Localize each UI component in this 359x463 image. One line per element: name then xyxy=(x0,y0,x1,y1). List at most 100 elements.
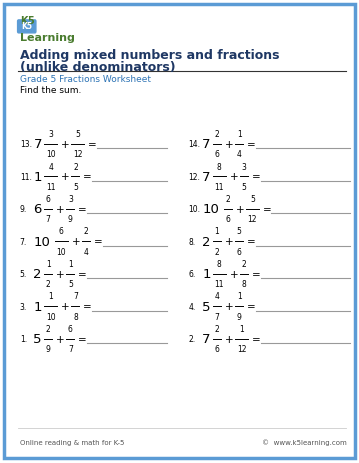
Text: Online reading & math for K-5: Online reading & math for K-5 xyxy=(20,439,124,445)
Text: =: = xyxy=(252,269,260,279)
Text: 10: 10 xyxy=(46,312,55,321)
Text: 2.: 2. xyxy=(188,334,196,344)
Text: 7: 7 xyxy=(202,332,211,345)
Text: 2: 2 xyxy=(214,247,219,257)
Text: 2: 2 xyxy=(46,324,51,333)
Text: 6: 6 xyxy=(33,203,42,216)
Text: 5.: 5. xyxy=(20,269,27,279)
Text: 9: 9 xyxy=(237,312,242,321)
Text: 7: 7 xyxy=(202,138,211,151)
Text: =: = xyxy=(247,237,255,247)
Text: Learning: Learning xyxy=(20,33,75,44)
Text: 2: 2 xyxy=(202,235,211,248)
Text: 7: 7 xyxy=(33,138,42,151)
Text: +: + xyxy=(61,301,70,312)
Text: 7: 7 xyxy=(68,344,73,354)
Text: 8: 8 xyxy=(242,280,247,289)
Text: +: + xyxy=(230,269,239,279)
Text: =: = xyxy=(247,301,255,312)
Text: +: + xyxy=(225,139,234,150)
Text: 4: 4 xyxy=(214,292,219,301)
Text: 5: 5 xyxy=(242,182,247,192)
Text: 10: 10 xyxy=(33,235,50,248)
Text: 4.: 4. xyxy=(188,302,196,311)
Text: +: + xyxy=(225,237,234,247)
Text: 1: 1 xyxy=(48,292,53,301)
Text: 6: 6 xyxy=(225,215,230,224)
Text: 6.: 6. xyxy=(188,269,196,279)
Text: K: K xyxy=(20,15,27,25)
Text: (unlike denominators): (unlike denominators) xyxy=(20,61,175,74)
Text: =: = xyxy=(78,204,87,214)
Text: +: + xyxy=(225,334,234,344)
Text: 3: 3 xyxy=(48,130,53,139)
Text: 2: 2 xyxy=(73,162,78,171)
Text: 9: 9 xyxy=(68,215,73,224)
FancyBboxPatch shape xyxy=(18,21,36,34)
Text: =: = xyxy=(83,172,92,182)
Text: 2: 2 xyxy=(225,194,230,204)
Text: 5: 5 xyxy=(68,280,73,289)
Text: 6: 6 xyxy=(68,324,73,333)
Text: 9.: 9. xyxy=(20,205,27,214)
Text: 1: 1 xyxy=(202,268,211,281)
Text: 10.: 10. xyxy=(188,205,200,214)
Text: =: = xyxy=(247,139,255,150)
Text: 4: 4 xyxy=(237,150,242,159)
Text: =: = xyxy=(78,269,87,279)
Text: 3.: 3. xyxy=(20,302,27,311)
Text: =: = xyxy=(262,204,271,214)
Text: 7: 7 xyxy=(214,312,219,321)
Text: 12: 12 xyxy=(237,344,246,354)
Text: 9: 9 xyxy=(46,344,51,354)
Text: 8: 8 xyxy=(73,312,78,321)
Text: 5: 5 xyxy=(27,15,34,25)
Text: 11.: 11. xyxy=(20,172,32,181)
Text: 2: 2 xyxy=(214,130,219,139)
Text: =: = xyxy=(88,139,97,150)
Text: 1: 1 xyxy=(33,300,42,313)
Text: +: + xyxy=(230,172,239,182)
Text: ©  www.k5learning.com: © www.k5learning.com xyxy=(262,439,346,445)
Text: 7: 7 xyxy=(202,170,211,183)
Text: Grade 5 Fractions Worksheet: Grade 5 Fractions Worksheet xyxy=(20,75,151,84)
Text: +: + xyxy=(225,301,234,312)
Text: 6: 6 xyxy=(214,150,219,159)
Text: 5: 5 xyxy=(250,194,255,204)
Text: 10: 10 xyxy=(202,203,219,216)
Text: 8: 8 xyxy=(217,162,222,171)
Text: 12.: 12. xyxy=(188,172,200,181)
Text: 4: 4 xyxy=(84,247,89,257)
Text: 6: 6 xyxy=(237,247,242,257)
Text: 7: 7 xyxy=(46,215,51,224)
Text: 2: 2 xyxy=(214,324,219,333)
Text: 13.: 13. xyxy=(20,140,32,149)
Text: 10: 10 xyxy=(46,150,55,159)
Text: 11: 11 xyxy=(46,182,55,192)
Text: +: + xyxy=(56,204,65,214)
Text: 12: 12 xyxy=(73,150,83,159)
Text: 5: 5 xyxy=(237,227,242,236)
Text: Find the sum.: Find the sum. xyxy=(20,86,81,94)
Text: 2: 2 xyxy=(33,268,42,281)
Text: 12: 12 xyxy=(248,215,257,224)
Text: Adding mixed numbers and fractions: Adding mixed numbers and fractions xyxy=(20,49,279,62)
Text: 1.: 1. xyxy=(20,334,27,344)
Text: +: + xyxy=(61,139,70,150)
Text: =: = xyxy=(94,237,102,247)
Text: 5: 5 xyxy=(33,332,42,345)
Text: 10: 10 xyxy=(57,247,66,257)
Text: =: = xyxy=(252,172,260,182)
Text: 7: 7 xyxy=(73,292,78,301)
Text: =: = xyxy=(83,301,92,312)
Text: 11: 11 xyxy=(215,182,224,192)
Text: 8.: 8. xyxy=(188,237,196,246)
Text: +: + xyxy=(72,237,81,247)
Text: 1: 1 xyxy=(237,292,242,301)
Text: 7.: 7. xyxy=(20,237,27,246)
Text: 3: 3 xyxy=(242,162,247,171)
Text: +: + xyxy=(61,172,70,182)
Text: 1: 1 xyxy=(33,170,42,183)
Text: 1: 1 xyxy=(237,130,242,139)
Text: 2: 2 xyxy=(242,259,247,269)
